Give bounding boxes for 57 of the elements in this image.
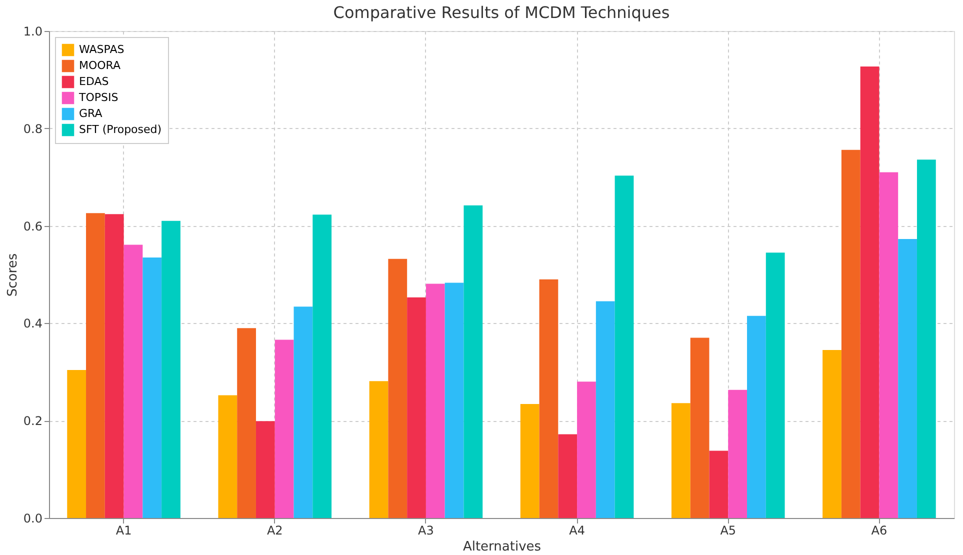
bar — [879, 172, 898, 518]
bar — [162, 220, 180, 518]
bar — [86, 213, 105, 518]
x-tick-label: A6 — [871, 524, 888, 538]
x-axis-title: Alternatives — [462, 540, 542, 554]
bar — [274, 340, 294, 518]
y-tick-label: 0.6 — [23, 219, 42, 234]
bar — [709, 450, 728, 518]
legend-label: WASPAS — [79, 43, 124, 56]
bar — [614, 176, 634, 518]
x-tick-label: A3 — [418, 524, 434, 538]
bar — [142, 257, 162, 518]
legend-label: SFT (Proposed) — [79, 123, 162, 136]
bar — [728, 390, 748, 518]
x-tick-label: A4 — [569, 524, 585, 538]
bar — [237, 328, 256, 518]
legend-label: TOPSIS — [78, 91, 118, 104]
bar — [407, 297, 426, 518]
bar — [766, 252, 785, 518]
bar — [218, 395, 238, 518]
bar — [294, 306, 313, 518]
bar — [822, 350, 842, 518]
bar — [388, 258, 408, 518]
bar — [916, 160, 936, 518]
legend-label: MOORA — [79, 59, 122, 72]
bar — [596, 301, 615, 518]
bar — [104, 214, 124, 518]
legend-label: EDAS — [79, 75, 109, 88]
bar — [124, 244, 143, 518]
y-tick-label: 0.4 — [23, 316, 42, 331]
bar — [898, 238, 917, 518]
bar — [671, 403, 690, 518]
bar — [464, 205, 483, 518]
bar — [67, 370, 86, 518]
y-tick-label: 0.2 — [23, 414, 42, 428]
legend-label: GRA — [79, 107, 103, 120]
bar — [539, 279, 558, 518]
x-tick-label: A1 — [116, 524, 132, 538]
x-tick-label: A2 — [266, 524, 283, 538]
bar — [426, 284, 445, 518]
bar — [520, 404, 540, 518]
bar — [860, 66, 880, 518]
y-axis-title: Scores — [5, 253, 20, 297]
x-tick-label: A5 — [720, 524, 736, 538]
chart-title: Comparative Results of MCDM Techniques — [333, 3, 670, 22]
bar — [841, 150, 860, 518]
y-tick-label: 0.0 — [23, 512, 42, 526]
bar — [690, 338, 710, 518]
bar — [369, 381, 388, 518]
bar — [256, 421, 275, 518]
bar — [312, 214, 332, 518]
y-tick-label: 0.8 — [23, 122, 42, 136]
bar — [747, 316, 766, 518]
bar — [577, 382, 596, 518]
y-tick-label: 1.0 — [23, 24, 42, 38]
bar — [558, 434, 578, 518]
bar — [444, 282, 464, 518]
